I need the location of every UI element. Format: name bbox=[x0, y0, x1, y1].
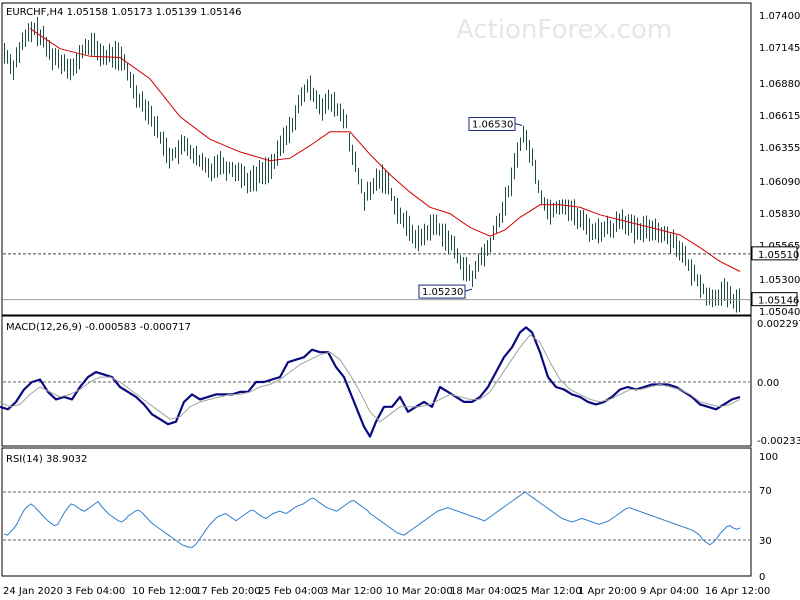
macd-y-tick: 0.00 bbox=[757, 378, 779, 389]
time-axis-label: 3 Feb 04:00 bbox=[66, 586, 125, 597]
reference-level-label-box bbox=[751, 246, 798, 261]
price-annotation-leader bbox=[514, 123, 523, 126]
rsi-y-tick: 0 bbox=[759, 572, 765, 583]
rsi-panel-frame bbox=[1, 447, 752, 577]
macd-signal-line bbox=[0, 334, 741, 423]
price-panel-frame bbox=[1, 2, 752, 316]
price-y-tick: 1.05300 bbox=[759, 275, 800, 286]
price-y-tick: 1.06880 bbox=[759, 79, 800, 90]
time-axis-label: 10 Mar 20:00 bbox=[386, 586, 453, 597]
macd-y-tick: 0.002297 bbox=[757, 319, 800, 330]
price-sma-layer bbox=[29, 28, 741, 272]
time-axis-label: 24 Jan 2020 bbox=[3, 586, 63, 597]
rsi-y-tick: 70 bbox=[759, 486, 772, 497]
macd-y-tick: -0.002336 bbox=[757, 436, 800, 447]
time-axis-label: 17 Feb 20:00 bbox=[195, 586, 261, 597]
price-y-axis: 1.07400 1.07145 1.06880 1.06615 1.06355 … bbox=[759, 11, 800, 318]
time-axis-label: 10 Feb 12:00 bbox=[132, 586, 198, 597]
rsi-y-tick: 100 bbox=[759, 452, 778, 463]
time-axis-label: 9 Apr 04:00 bbox=[640, 586, 699, 597]
macd-panel-title: MACD(12,26,9) -0.000583 -0.000717 bbox=[6, 322, 191, 333]
time-axis-label: 25 Mar 12:00 bbox=[515, 586, 582, 597]
price-y-tick: 1.07400 bbox=[759, 11, 800, 22]
moving-average-line bbox=[29, 28, 741, 272]
price-annotation: 1.05230 bbox=[422, 287, 463, 298]
watermark: ActionForex.com bbox=[456, 15, 672, 45]
price-labels: 1.05510 1.05146 1.06530 1.05230 bbox=[418, 116, 799, 307]
time-axis-label: 18 Mar 04:00 bbox=[450, 586, 517, 597]
macd-layer bbox=[0, 326, 750, 438]
price-y-tick: 1.05830 bbox=[759, 209, 800, 220]
price-annotation: 1.06530 bbox=[472, 119, 513, 130]
price-reference-lines bbox=[3, 253, 750, 301]
time-axis-label: 3 Mar 12:00 bbox=[322, 586, 382, 597]
reference-level-label: 1.05510 bbox=[758, 250, 799, 261]
time-axis-label: 16 Apr 12:00 bbox=[705, 586, 770, 597]
macd-line bbox=[0, 326, 741, 438]
macd-y-axis: 0.002297 0.00 -0.002336 bbox=[757, 319, 800, 447]
time-axis: 24 Jan 2020 3 Feb 04:00 10 Feb 12:00 17 … bbox=[3, 586, 770, 597]
price-panel-title: EURCHF,H4 1.05158 1.05173 1.05139 1.0514… bbox=[6, 7, 242, 18]
rsi-layer bbox=[3, 491, 750, 548]
price-y-tick: 1.05040 bbox=[759, 307, 800, 318]
price-y-tick: 1.06090 bbox=[759, 177, 800, 188]
rsi-y-tick: 30 bbox=[759, 536, 772, 547]
rsi-panel-title: RSI(14) 38.9032 bbox=[6, 454, 87, 465]
price-y-tick: 1.06355 bbox=[759, 143, 800, 154]
last-price-label-box bbox=[751, 292, 798, 307]
price-y-tick: 1.07145 bbox=[759, 43, 800, 54]
time-axis-label: 25 Feb 04:00 bbox=[258, 586, 324, 597]
time-axis-label: 1 Apr 20:00 bbox=[578, 586, 637, 597]
macd-panel-frame bbox=[1, 315, 752, 447]
price-bars bbox=[4, 16, 740, 313]
price-y-tick: 1.06615 bbox=[759, 111, 800, 122]
rsi-y-axis: 100 70 30 0 bbox=[759, 452, 778, 583]
rsi-line bbox=[3, 491, 741, 548]
price-annotation-leader bbox=[464, 288, 473, 292]
price-annotation-box bbox=[418, 284, 466, 299]
last-price-label: 1.05146 bbox=[758, 296, 799, 307]
